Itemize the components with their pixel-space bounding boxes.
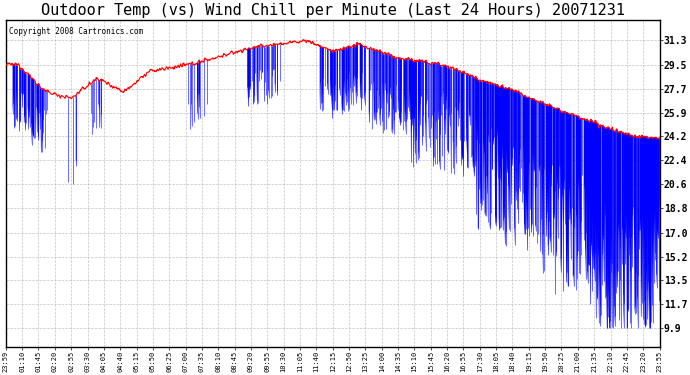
Text: Copyright 2008 Cartronics.com: Copyright 2008 Cartronics.com — [9, 27, 143, 36]
Title: Outdoor Temp (vs) Wind Chill per Minute (Last 24 Hours) 20071231: Outdoor Temp (vs) Wind Chill per Minute … — [41, 3, 624, 18]
